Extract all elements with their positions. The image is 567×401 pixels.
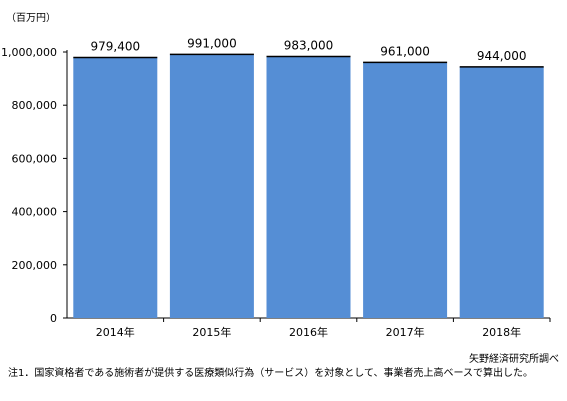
bar: [459, 66, 544, 319]
source-credit: 矢野経済研究所調べ: [469, 354, 559, 365]
x-tick-label: 2014年: [96, 325, 135, 339]
bar: [73, 57, 158, 318]
y-tick-label: 200,000: [12, 259, 58, 272]
y-tick-label: 0: [50, 312, 57, 325]
y-tick-label: 600,000: [12, 152, 58, 165]
data-label: 961,000: [380, 44, 430, 58]
y-axis-unit-label: （百万円）: [6, 13, 56, 24]
data-label: 979,400: [90, 39, 140, 53]
data-label: 944,000: [477, 49, 527, 63]
data-label: 983,000: [284, 39, 334, 53]
bar: [266, 56, 351, 318]
y-tick-label: 800,000: [12, 99, 58, 112]
x-tick-label: 2015年: [192, 325, 231, 339]
x-tick-label: 2016年: [289, 325, 328, 339]
y-tick-label: 1,000,000: [1, 46, 57, 59]
y-tick-label: 400,000: [12, 206, 58, 219]
x-tick-label: 2018年: [482, 325, 521, 339]
bar: [363, 62, 448, 319]
bar: [169, 54, 254, 318]
x-tick-label: 2017年: [386, 325, 425, 339]
data-label: 991,000: [187, 36, 237, 50]
footnote: 注1．国家資格者である施術者が提供する医療類似行為（サービス）を対象として、事業…: [8, 368, 533, 379]
